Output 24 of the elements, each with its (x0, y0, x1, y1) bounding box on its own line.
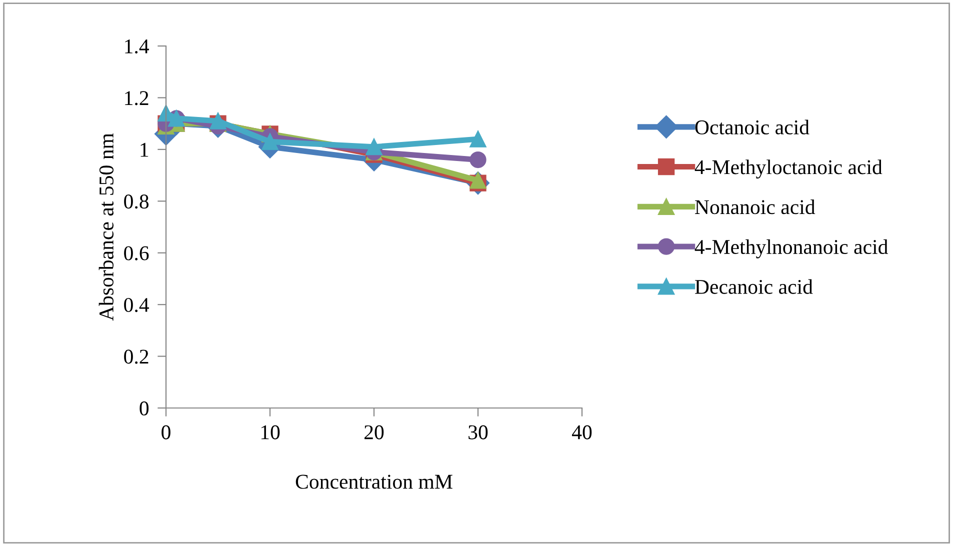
x-tick-label: 0 (162, 425, 170, 440)
y-tick-label: 0.8 (124, 194, 149, 209)
y-tick-label: 1.2 (125, 91, 148, 106)
point (366, 138, 382, 156)
x-tick-label: 40 (572, 425, 592, 440)
legend-label: Decanoic acid (695, 279, 813, 294)
point (470, 130, 486, 148)
point (470, 151, 486, 168)
legend-label: Nonanoic acid (695, 200, 816, 214)
y-tick-label: 1 (140, 142, 148, 157)
x-tick-label: 20 (364, 425, 384, 440)
x-tick-label: 10 (261, 425, 280, 440)
x-tick-label: 30 (468, 425, 488, 440)
y-axis-title: Absorbance at 550 nm (98, 133, 114, 321)
y-tick-label: 0.6 (124, 246, 149, 260)
legend-label: 4-Methylnonanoic acid (694, 239, 888, 258)
y-tick-label: 0 (140, 401, 149, 416)
y-tick-label: 1.4 (125, 39, 150, 54)
point (262, 133, 278, 150)
legend-label: Octanoic acid (695, 120, 810, 134)
x-axis-title: Concentration mM (296, 474, 452, 489)
y-tick-label: 0.2 (124, 350, 148, 364)
y-tick-label: 0.4 (124, 298, 150, 312)
legend-label: 4-Methyloctanoic acid (694, 160, 882, 179)
